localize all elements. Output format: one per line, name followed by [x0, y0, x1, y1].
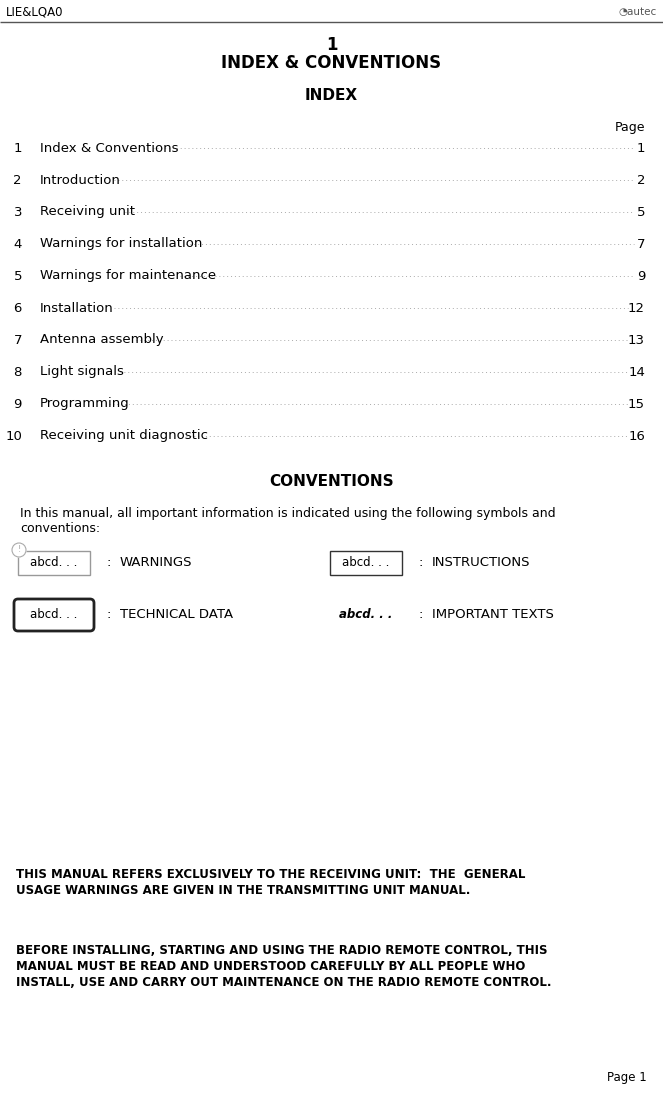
Text: 1: 1: [326, 36, 337, 54]
Text: Receiving unit diagnostic: Receiving unit diagnostic: [40, 429, 208, 442]
Text: 2: 2: [13, 173, 22, 186]
Text: BEFORE INSTALLING, STARTING AND USING THE RADIO REMOTE CONTROL, THIS: BEFORE INSTALLING, STARTING AND USING TH…: [16, 944, 548, 957]
Text: 6: 6: [14, 301, 22, 314]
Text: ◔autec: ◔autec: [619, 7, 657, 18]
Text: 9: 9: [14, 397, 22, 411]
Text: Page 1: Page 1: [607, 1072, 647, 1084]
Text: abcd. . .: abcd. . .: [30, 609, 78, 622]
Text: WARNINGS: WARNINGS: [120, 556, 192, 569]
Text: TECHNICAL DATA: TECHNICAL DATA: [120, 609, 233, 622]
Text: 8: 8: [14, 366, 22, 379]
Text: INSTALL, USE AND CARRY OUT MAINTENANCE ON THE RADIO REMOTE CONTROL.: INSTALL, USE AND CARRY OUT MAINTENANCE O…: [16, 976, 552, 989]
Text: 4: 4: [14, 238, 22, 251]
Text: Antenna assembly: Antenna assembly: [40, 334, 164, 346]
Text: :: :: [106, 609, 110, 622]
Text: In this manual, all important information is indicated using the following symbo: In this manual, all important informatio…: [20, 507, 556, 519]
Text: !: !: [17, 545, 21, 554]
Text: 12: 12: [628, 301, 645, 314]
Text: abcd. . .: abcd. . .: [30, 556, 78, 569]
Text: INDEX & CONVENTIONS: INDEX & CONVENTIONS: [221, 54, 442, 72]
Text: :: :: [106, 556, 110, 569]
Circle shape: [12, 543, 26, 557]
Text: 13: 13: [628, 334, 645, 346]
Text: abcd. . .: abcd. . .: [342, 556, 390, 569]
Text: Light signals: Light signals: [40, 366, 124, 379]
Text: 5: 5: [13, 269, 22, 283]
Text: INDEX: INDEX: [305, 88, 358, 103]
Text: :: :: [418, 609, 422, 622]
Text: :: :: [418, 556, 422, 569]
Text: Introduction: Introduction: [40, 173, 121, 186]
Text: 5: 5: [636, 206, 645, 219]
Text: 14: 14: [628, 366, 645, 379]
Text: 9: 9: [636, 269, 645, 283]
Text: IMPORTANT TEXTS: IMPORTANT TEXTS: [432, 609, 554, 622]
Text: 16: 16: [628, 429, 645, 442]
FancyBboxPatch shape: [330, 551, 402, 575]
Text: THIS MANUAL REFERS EXCLUSIVELY TO THE RECEIVING UNIT:  THE  GENERAL: THIS MANUAL REFERS EXCLUSIVELY TO THE RE…: [16, 868, 525, 881]
Text: CONVENTIONS: CONVENTIONS: [269, 473, 394, 488]
Text: 10: 10: [5, 429, 22, 442]
Text: Installation: Installation: [40, 301, 114, 314]
Text: 3: 3: [13, 206, 22, 219]
Text: 1: 1: [13, 141, 22, 154]
Text: USAGE WARNINGS ARE GIVEN IN THE TRANSMITTING UNIT MANUAL.: USAGE WARNINGS ARE GIVEN IN THE TRANSMIT…: [16, 885, 470, 898]
Text: conventions:: conventions:: [20, 521, 100, 534]
Text: Receiving unit: Receiving unit: [40, 206, 135, 219]
Text: 15: 15: [628, 397, 645, 411]
Text: MANUAL MUST BE READ AND UNDERSTOOD CAREFULLY BY ALL PEOPLE WHO: MANUAL MUST BE READ AND UNDERSTOOD CAREF…: [16, 959, 525, 972]
Text: Index & Conventions: Index & Conventions: [40, 141, 178, 154]
Text: Warnings for installation: Warnings for installation: [40, 238, 202, 251]
Text: abcd. . .: abcd. . .: [339, 609, 392, 622]
Text: 7: 7: [636, 238, 645, 251]
Text: 1: 1: [636, 141, 645, 154]
Text: INSTRUCTIONS: INSTRUCTIONS: [432, 556, 530, 569]
Text: Warnings for maintenance: Warnings for maintenance: [40, 269, 216, 283]
Text: Programming: Programming: [40, 397, 130, 411]
Text: 7: 7: [13, 334, 22, 346]
FancyBboxPatch shape: [14, 599, 94, 631]
Text: Page: Page: [615, 122, 645, 135]
Text: LIE&LQA0: LIE&LQA0: [6, 5, 64, 19]
Text: 2: 2: [636, 173, 645, 186]
FancyBboxPatch shape: [18, 551, 90, 575]
